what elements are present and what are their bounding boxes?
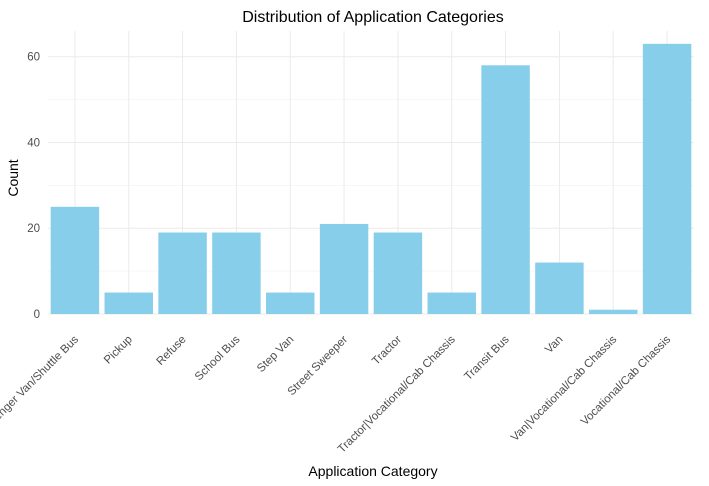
bars	[50, 43, 692, 314]
x-tick-label: Van	[543, 334, 565, 356]
x-tick-label: Vocational/Cab Chassis	[579, 333, 674, 428]
x-tick-label: Passenger Van/Shuttle Bus	[0, 333, 81, 441]
x-axis-title: Application Category	[308, 463, 437, 479]
bar	[266, 292, 315, 314]
x-tick-label: Tractor	[370, 334, 404, 368]
y-axis-title: Count	[5, 159, 21, 196]
bar	[212, 232, 261, 314]
x-tick-label: Step Van	[255, 334, 296, 375]
x-tick-label: Street Sweeper	[286, 334, 351, 399]
y-axis-ticks: 0 20 40 60	[27, 52, 40, 321]
y-tick-label: 0	[34, 309, 40, 321]
x-tick-label: Tractor|Vocational/Cab Chassis	[336, 333, 458, 455]
bar	[104, 292, 153, 314]
bar	[158, 232, 207, 314]
bar	[642, 43, 692, 314]
x-tick-label: School Bus	[193, 333, 243, 383]
x-axis-ticks: Passenger Van/Shuttle Bus Pickup Refuse Sch…	[0, 333, 673, 455]
bar	[319, 223, 369, 314]
chart-title: Distribution of Application Categories	[242, 9, 503, 26]
bar	[589, 309, 638, 314]
grid-lines	[48, 31, 694, 315]
bar	[481, 65, 530, 314]
bar	[535, 262, 584, 314]
x-tick-label: Transit Bus	[462, 333, 511, 382]
x-tick-label: Van|Vocational/Cab Chassis	[509, 333, 620, 444]
bar	[373, 232, 423, 314]
y-tick-label: 20	[27, 223, 40, 235]
bar	[427, 292, 476, 314]
bar	[50, 206, 100, 314]
x-tick-label: Pickup	[102, 334, 135, 367]
y-tick-label: 60	[27, 52, 40, 64]
x-tick-label: Refuse	[154, 334, 188, 368]
y-tick-label: 40	[27, 137, 40, 149]
